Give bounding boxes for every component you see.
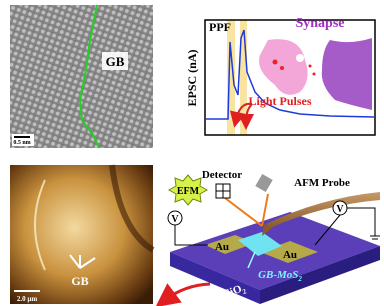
epsc-panel: EPSC (nA) PPF Synapse Light Pulses xyxy=(185,16,375,135)
voltage-left-label: V xyxy=(171,214,179,225)
efm-gb-label: GB xyxy=(71,274,88,288)
laser xyxy=(255,174,272,192)
probe-label: AFM Probe xyxy=(294,177,350,189)
efm-image-panel: GB 2.0 µm xyxy=(10,165,153,304)
pulses-label: Light Pulses xyxy=(248,94,311,108)
postsynaptic xyxy=(322,38,372,110)
schematic: Au Au GB-MoS2 Si/SiO2 Detector AFM Probe… xyxy=(165,169,380,306)
gb-label: GB xyxy=(106,54,125,69)
au-left-label: Au xyxy=(215,241,229,253)
synapse-label: Synapse xyxy=(295,16,344,31)
tem-panel: GB 0.5 nm xyxy=(10,5,153,148)
efm-scale-label: 2.0 µm xyxy=(17,295,38,303)
efm-label: EFM xyxy=(177,186,200,197)
detector-label: Detector xyxy=(202,169,242,181)
y-axis-label: EPSC (nA) xyxy=(185,49,199,106)
page: {"panels": { "tem": {"label": "GB", "sca… xyxy=(0,0,384,306)
scale-label: 0.5 nm xyxy=(13,140,30,146)
voltage-right-label: V xyxy=(336,204,344,215)
ppf-label: PPF xyxy=(209,20,231,34)
au-right-label: Au xyxy=(283,249,297,261)
channel-label: GB-MoS2 xyxy=(258,269,302,283)
figure: GB 0.5 nm EPSC (nA) PPF Synapse Light Pu… xyxy=(0,0,384,306)
